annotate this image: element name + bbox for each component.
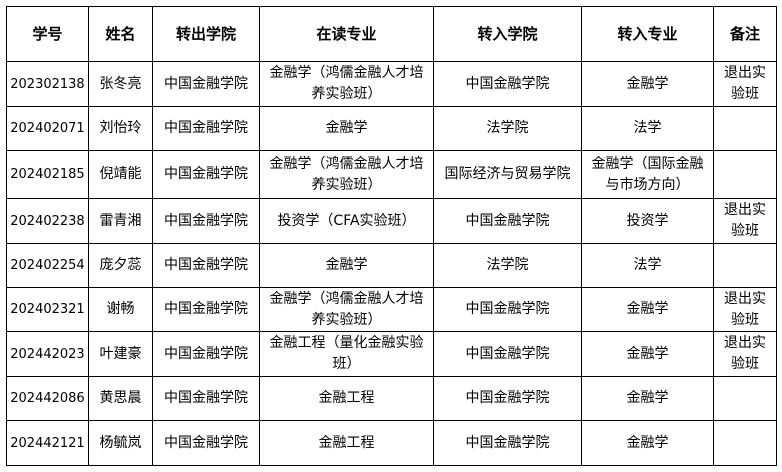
table-row: 202442086 黄思晨 中国金融学院 金融工程 中国金融学院 金融学 (6, 376, 777, 421)
cell-name: 倪靖能 (88, 150, 153, 199)
header-current-major: 在读专业 (259, 6, 434, 62)
cell-name: 谢畅 (88, 287, 153, 332)
cell-to-college: 法学院 (433, 106, 582, 151)
cell-to-major: 金融学 (581, 376, 714, 421)
cell-from-college: 中国金融学院 (152, 420, 260, 466)
cell-student-id: 202402321 (6, 287, 89, 332)
table-row: 202402185 倪靖能 中国金融学院 金融学（鸿儒金融人才培养实验班） 国际经济与贸… (6, 150, 777, 199)
table-row: 202442121 杨毓岚 中国金融学院 金融工程 中国金融学院 金融学 (6, 420, 777, 466)
cell-from-college: 中国金融学院 (152, 376, 260, 421)
cell-student-id: 202302138 (6, 61, 89, 107)
header-to-college: 转入学院 (433, 6, 582, 62)
cell-current-major: 金融学（鸿儒金融人才培养实验班） (259, 150, 434, 199)
table-row: 202402071 刘怡玲 中国金融学院 金融学 法学院 法学 (6, 106, 777, 151)
cell-to-major: 法学 (581, 106, 714, 151)
cell-current-major: 金融工程 (259, 376, 434, 421)
cell-student-id: 202402071 (6, 106, 89, 151)
cell-student-id: 202402238 (6, 198, 89, 244)
cell-note (713, 376, 777, 421)
cell-to-major: 金融学 (581, 61, 714, 107)
header-from-college: 转出学院 (152, 6, 260, 62)
table-body: 202302138 张冬亮 中国金融学院 金融学（鸿儒金融人才培养实验班） 中国金融学院… (6, 61, 777, 466)
cell-current-major: 金融工程（量化金融实验班） (259, 331, 434, 377)
cell-from-college: 中国金融学院 (152, 243, 260, 288)
cell-from-college: 中国金融学院 (152, 106, 260, 151)
cell-note (713, 150, 777, 199)
cell-name: 庞夕蕊 (88, 243, 153, 288)
cell-to-college: 中国金融学院 (433, 61, 582, 107)
cell-current-major: 金融学 (259, 106, 434, 151)
table-row: 202402254 庞夕蕊 中国金融学院 金融学 法学院 法学 (6, 243, 777, 288)
cell-to-college: 国际经济与贸易学院 (433, 150, 582, 199)
cell-from-college: 中国金融学院 (152, 198, 260, 244)
cell-note: 退出实验班 (713, 287, 777, 332)
cell-to-major: 法学 (581, 243, 714, 288)
cell-student-id: 202442121 (6, 420, 89, 466)
cell-note (713, 243, 777, 288)
header-student-id: 学号 (6, 6, 89, 62)
table-row: 202442023 叶建豪 中国金融学院 金融工程（量化金融实验班） 中国金融学院 金融学… (6, 331, 777, 377)
transfer-table: 学号 姓名 转出学院 在读专业 转入学院 转入专业 备注 202302138 张冬亮 中国金融学… (6, 6, 777, 466)
cell-to-major: 金融学（国际金融与市场方向） (581, 150, 714, 199)
cell-current-major: 金融学（鸿儒金融人才培养实验班） (259, 287, 434, 332)
cell-note: 退出实验班 (713, 61, 777, 107)
cell-to-college: 中国金融学院 (433, 420, 582, 466)
header-name: 姓名 (88, 6, 153, 62)
cell-to-major: 金融学 (581, 331, 714, 377)
cell-note: 退出实验班 (713, 198, 777, 244)
cell-current-major: 投资学（CFA实验班） (259, 198, 434, 244)
cell-to-college: 中国金融学院 (433, 331, 582, 377)
cell-to-college: 中国金融学院 (433, 198, 582, 244)
cell-to-college: 法学院 (433, 243, 582, 288)
header-to-major: 转入专业 (581, 6, 714, 62)
cell-current-major: 金融工程 (259, 420, 434, 466)
cell-name: 张冬亮 (88, 61, 153, 107)
cell-note (713, 420, 777, 466)
cell-from-college: 中国金融学院 (152, 150, 260, 199)
header-row: 学号 姓名 转出学院 在读专业 转入学院 转入专业 备注 (6, 6, 777, 62)
cell-to-college: 中国金融学院 (433, 287, 582, 332)
cell-to-major: 金融学 (581, 420, 714, 466)
table-row: 202402238 雷青湘 中国金融学院 投资学（CFA实验班） 中国金融学院 投资学 退出… (6, 198, 777, 244)
cell-current-major: 金融学（鸿儒金融人才培养实验班） (259, 61, 434, 107)
table-row: 202402321 谢畅 中国金融学院 金融学（鸿儒金融人才培养实验班） 中国金融学院金… (6, 287, 777, 332)
cell-name: 雷青湘 (88, 198, 153, 244)
cell-note (713, 106, 777, 151)
cell-to-major: 投资学 (581, 198, 714, 244)
cell-note: 退出实验班 (713, 331, 777, 377)
cell-student-id: 202442086 (6, 376, 89, 421)
cell-from-college: 中国金融学院 (152, 287, 260, 332)
table-row: 202302138 张冬亮 中国金融学院 金融学（鸿儒金融人才培养实验班） 中国金融学院… (6, 61, 777, 107)
cell-name: 黄思晨 (88, 376, 153, 421)
header-note: 备注 (713, 6, 777, 62)
cell-name: 叶建豪 (88, 331, 153, 377)
cell-student-id: 202442023 (6, 331, 89, 377)
cell-student-id: 202402185 (6, 150, 89, 199)
cell-name: 刘怡玲 (88, 106, 153, 151)
cell-student-id: 202402254 (6, 243, 89, 288)
cell-from-college: 中国金融学院 (152, 61, 260, 107)
cell-current-major: 金融学 (259, 243, 434, 288)
cell-from-college: 中国金融学院 (152, 331, 260, 377)
cell-to-college: 中国金融学院 (433, 376, 582, 421)
cell-name: 杨毓岚 (88, 420, 153, 466)
cell-to-major: 金融学 (581, 287, 714, 332)
